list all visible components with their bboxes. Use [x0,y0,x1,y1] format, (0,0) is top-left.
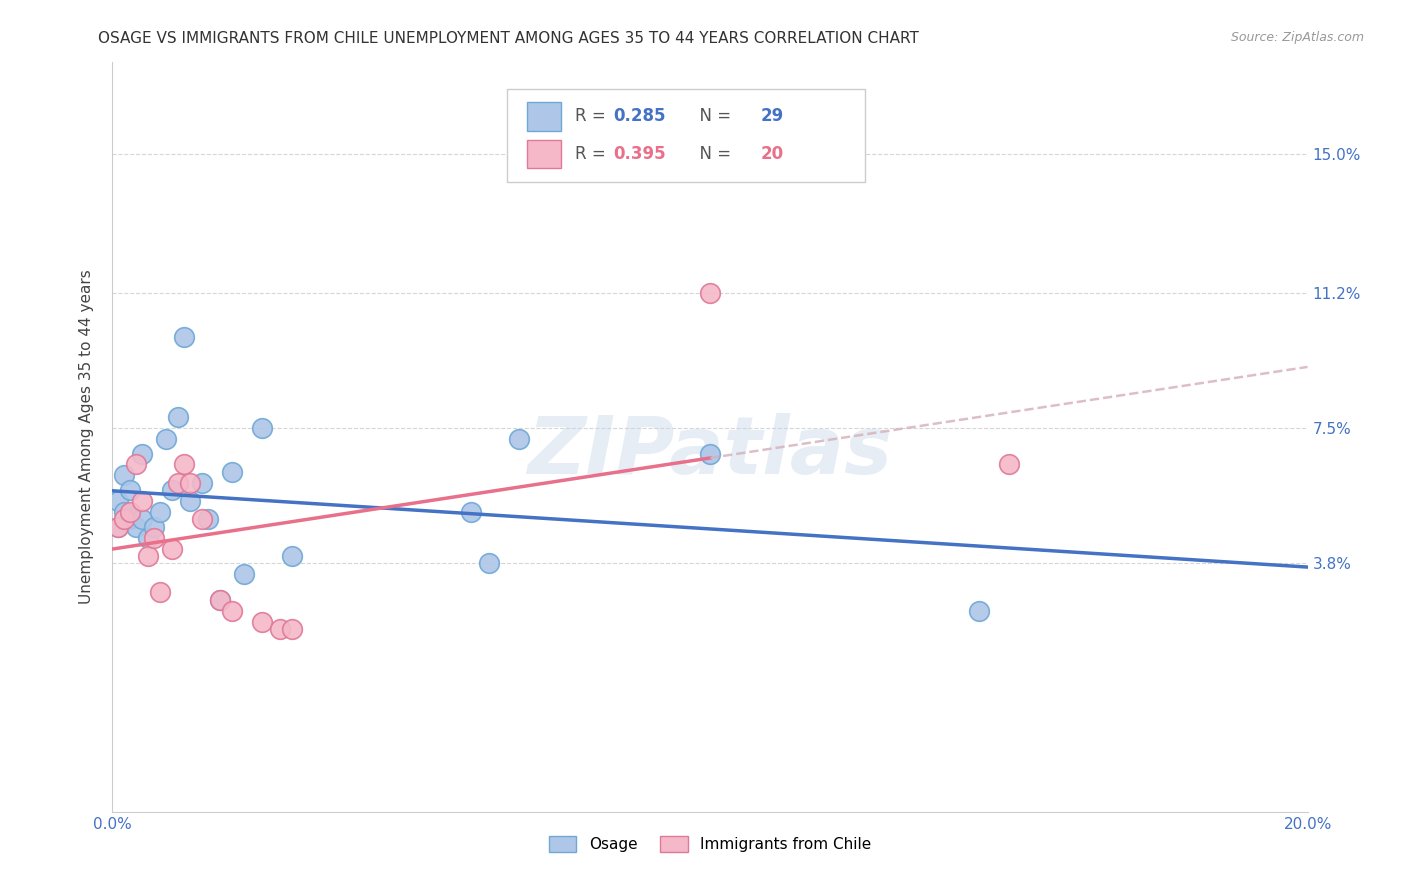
Point [138,549,160,563]
Point [179,475,201,490]
Text: 0.285: 0.285 [613,107,665,126]
Point [221,604,243,618]
Point [460,505,482,519]
Point [281,622,304,636]
Point [120,483,142,497]
Point [114,505,135,519]
Point [149,585,172,599]
Text: N =: N = [689,145,735,163]
Point [197,512,219,526]
Point [131,512,153,526]
Point [125,519,148,533]
Point [167,409,190,424]
Point [508,432,530,446]
Point [114,468,135,483]
Point [114,512,135,526]
Point [998,458,1021,472]
Text: R =: R = [575,107,612,126]
Point [107,494,129,508]
Point [107,519,129,533]
Point [162,483,183,497]
Point [138,531,160,545]
Point [155,432,177,446]
Bar [527,140,561,168]
Point [699,285,721,300]
Text: OSAGE VS IMMIGRANTS FROM CHILE UNEMPLOYMENT AMONG AGES 35 TO 44 YEARS CORRELATIO: OSAGE VS IMMIGRANTS FROM CHILE UNEMPLOYM… [98,31,920,46]
Point [131,494,153,508]
Point [269,622,291,636]
Point [221,465,243,479]
Point [107,519,129,533]
Text: R =: R = [575,145,612,163]
Point [209,592,232,607]
Text: 0.395: 0.395 [613,145,666,163]
Point [143,519,166,533]
Point [120,512,142,526]
Point [699,446,721,460]
Text: N =: N = [689,107,735,126]
Legend: Osage, Immigrants from Chile: Osage, Immigrants from Chile [543,830,877,858]
Bar [527,103,561,130]
Point [143,531,166,545]
Y-axis label: Unemployment Among Ages 35 to 44 years: Unemployment Among Ages 35 to 44 years [79,269,94,605]
Point [191,475,214,490]
Text: ZIPatlas: ZIPatlas [527,413,893,491]
Point [173,458,195,472]
Point [131,446,153,460]
Point [179,494,201,508]
FancyBboxPatch shape [508,88,866,182]
Text: 29: 29 [761,107,783,126]
Point [191,512,214,526]
Point [233,567,256,582]
Point [209,592,232,607]
Text: 20: 20 [761,145,783,163]
Point [250,421,273,435]
Point [149,505,172,519]
Point [250,615,273,629]
Point [125,458,148,472]
Point [162,541,183,556]
Point [478,556,501,570]
Point [281,549,304,563]
Text: Source: ZipAtlas.com: Source: ZipAtlas.com [1230,31,1364,45]
Point [173,329,195,343]
Point [967,604,990,618]
Point [120,505,142,519]
Point [167,475,190,490]
